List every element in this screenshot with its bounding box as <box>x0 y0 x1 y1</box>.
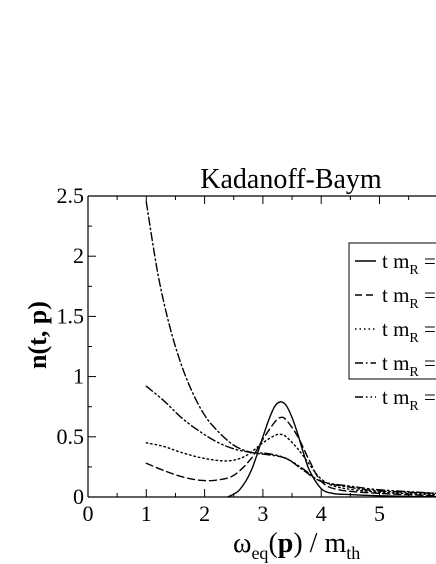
y-tick-label: 1.5 <box>57 303 85 328</box>
y-tick-label: 0.5 <box>57 424 85 449</box>
y-label-bold: p <box>23 310 52 324</box>
x-tick-label: 3 <box>257 501 268 526</box>
y-label-main: n(t, <box>23 324 52 369</box>
series-line-2 <box>145 416 436 497</box>
x-tick-label: 4 <box>316 501 327 526</box>
legend: t mR = t mR = t mR = t mR = t mR = <box>348 242 436 414</box>
x-label-main: ω <box>233 528 251 559</box>
x-label-sub: eq <box>251 543 268 563</box>
y-tick-label: 0 <box>73 484 84 509</box>
series-line-3 <box>145 433 436 496</box>
x-label-bold: p <box>278 528 294 559</box>
y-label-end: ) <box>23 301 52 310</box>
x-label-mid: ( <box>268 528 277 559</box>
x-axis-label: ωeq(p) / mth <box>233 528 360 563</box>
chart-title: Kadanoff-Baym <box>200 164 382 195</box>
series-line-5 <box>145 385 436 494</box>
series-line-4 <box>145 201 436 495</box>
legend-label-5: t mR = <box>382 385 436 414</box>
legend-label-4: t mR = <box>382 351 436 380</box>
y-tick-label: 1 <box>73 364 84 389</box>
series-line-1 <box>227 401 436 497</box>
x-label-sub2: th <box>346 543 360 563</box>
svg-text:ωeq(p) / mth: ωeq(p) / mth <box>233 528 360 563</box>
legend-box <box>348 242 436 380</box>
x-tick-label: 5 <box>374 501 385 526</box>
x-tick-label: 1 <box>141 501 152 526</box>
legend-label-3: t mR = <box>382 317 436 346</box>
plot-area: 0 1 2 3 4 5 0 0.5 1 1.5 2 2.5 <box>57 183 436 526</box>
y-tick-label: 2.5 <box>57 183 85 208</box>
y-tick-label: 2 <box>73 243 84 268</box>
svg-text:n(t, p): n(t, p) <box>23 301 52 369</box>
x-tick-label: 2 <box>199 501 210 526</box>
x-label-end: ) / m <box>293 528 346 559</box>
legend-label-1: t mR = <box>382 249 436 278</box>
legend-label-2: t mR = <box>382 283 436 312</box>
series-group <box>145 201 436 497</box>
y-axis-label: n(t, p) <box>23 301 52 369</box>
x-tick-label: 0 <box>83 501 94 526</box>
